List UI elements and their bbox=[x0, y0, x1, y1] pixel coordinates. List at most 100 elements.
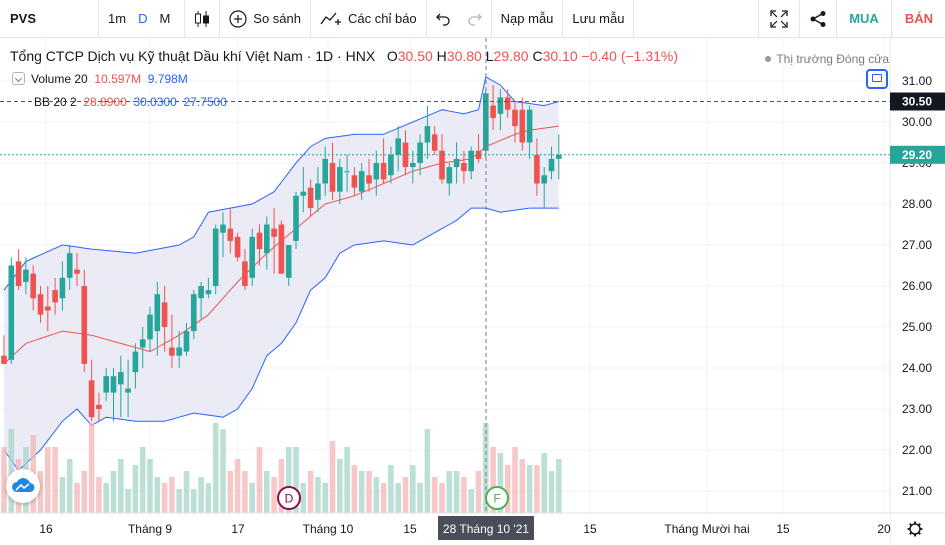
redo-button[interactable] bbox=[459, 0, 491, 38]
price-tick-label: 24.00 bbox=[902, 361, 932, 375]
interval-1m-button[interactable]: 1m bbox=[108, 11, 127, 26]
gear-tooth bbox=[909, 523, 913, 527]
volume-bar bbox=[96, 477, 102, 513]
share-button[interactable] bbox=[800, 0, 836, 38]
volume-bar bbox=[278, 459, 285, 513]
volume-bar bbox=[66, 459, 73, 513]
candle-body bbox=[461, 163, 467, 172]
candle-body bbox=[227, 228, 234, 241]
share-icon bbox=[809, 10, 827, 28]
volume-bar bbox=[1, 447, 7, 513]
sell-button[interactable]: BÁN bbox=[904, 11, 933, 26]
volume-bar bbox=[468, 489, 474, 513]
volume-bar bbox=[285, 447, 292, 513]
volume-bar bbox=[249, 483, 255, 513]
candle-body bbox=[161, 302, 168, 327]
candle-body bbox=[183, 331, 190, 352]
candle-body bbox=[315, 183, 321, 200]
candle-body bbox=[556, 154, 562, 159]
time-tick-label: 15 bbox=[583, 522, 597, 536]
volume-bar bbox=[402, 477, 409, 513]
candle-body bbox=[300, 191, 307, 196]
collapse-legend-icon[interactable] bbox=[12, 72, 25, 85]
candle-body bbox=[380, 163, 387, 180]
volume-bar bbox=[410, 465, 416, 513]
symbol-description: Tổng CTCP Dịch vụ Kỹ thuật Dầu khí Việt … bbox=[10, 48, 376, 64]
candle-body bbox=[548, 158, 555, 172]
volume-bar bbox=[373, 477, 380, 513]
volume-bar bbox=[534, 465, 540, 513]
toolbar-divider bbox=[490, 0, 492, 38]
toolbar-divider bbox=[836, 0, 838, 38]
volume-bar bbox=[380, 483, 387, 513]
price-chart[interactable]: DF 31.0030.0029.0028.0027.0026.0025.0024… bbox=[0, 38, 945, 545]
volume-bar bbox=[176, 489, 182, 513]
close-label: C bbox=[532, 48, 543, 64]
candle-body bbox=[526, 109, 533, 143]
candle-body bbox=[139, 339, 146, 348]
time-tick-label: 17 bbox=[231, 522, 245, 536]
bb-upper-value: 30.0300 bbox=[133, 95, 177, 109]
financials-marker: F bbox=[485, 486, 509, 510]
buy-button[interactable]: MUA bbox=[849, 11, 879, 26]
candle-body bbox=[198, 286, 204, 299]
candle-body bbox=[147, 314, 153, 340]
volume-bar bbox=[490, 447, 496, 513]
bollinger-fill bbox=[4, 76, 559, 471]
candle-body bbox=[395, 138, 401, 155]
price-tick-label: 22.00 bbox=[902, 443, 932, 457]
load-template-button[interactable]: Nạp mẫu bbox=[500, 11, 554, 26]
price-tick-label: 25.00 bbox=[902, 320, 932, 334]
price-tick-label: 23.00 bbox=[902, 402, 932, 416]
change-value: −0.40 (−1.31%) bbox=[581, 48, 679, 64]
toolbar-divider bbox=[633, 0, 635, 38]
candle-body bbox=[366, 175, 372, 184]
candle-body bbox=[358, 171, 365, 192]
time-tick-label: Tháng 9 bbox=[128, 522, 172, 536]
volume-legend[interactable]: Volume 20 10.597M 9.798M bbox=[12, 72, 188, 86]
fullscreen-button[interactable] bbox=[759, 0, 799, 38]
bollinger-legend[interactable]: BB 20 2 28.8900 30.0300 27.7500 bbox=[34, 95, 227, 109]
volume-bar bbox=[512, 447, 518, 513]
interval-m-button[interactable]: M bbox=[159, 11, 171, 26]
symbol-search-button[interactable]: PVS bbox=[10, 11, 37, 26]
crosshair-time-bg bbox=[438, 516, 534, 540]
candle-body bbox=[125, 388, 131, 393]
candle-body bbox=[497, 97, 504, 114]
crosshair-price-label: 29.20 bbox=[902, 148, 932, 162]
undo-button[interactable] bbox=[427, 0, 459, 38]
candle-body bbox=[81, 286, 88, 364]
tradingview-logo[interactable] bbox=[6, 469, 40, 503]
settings-gear-icon[interactable] bbox=[907, 521, 923, 537]
candle-body bbox=[132, 351, 139, 373]
candle-body bbox=[176, 347, 182, 356]
time-tick-label: Tháng 10 bbox=[303, 522, 354, 536]
volume-bar bbox=[424, 429, 431, 513]
gear-tooth bbox=[917, 523, 921, 527]
compare-label: So sánh bbox=[253, 11, 301, 26]
candle-body bbox=[103, 376, 109, 393]
dividend-marker: D bbox=[277, 486, 301, 510]
volume-bar bbox=[169, 477, 175, 513]
price-axis-bg bbox=[890, 38, 945, 545]
candle-body bbox=[30, 273, 36, 299]
save-template-button[interactable]: Lưu mẫu bbox=[572, 11, 625, 26]
status-dot-icon bbox=[765, 56, 772, 62]
volume-ma-value: 9.798M bbox=[147, 72, 188, 86]
price-tick-label: 26.00 bbox=[902, 279, 932, 293]
volume-bar bbox=[8, 429, 15, 513]
volume-bar bbox=[103, 483, 109, 513]
candle-body bbox=[322, 158, 328, 184]
interval-d-button[interactable]: D bbox=[138, 11, 148, 26]
volume-bar bbox=[337, 459, 343, 513]
chart-style-button[interactable] bbox=[185, 0, 219, 38]
financials-marker-circle bbox=[485, 486, 509, 510]
compare-button[interactable]: So sánh bbox=[220, 0, 310, 38]
chart-pane[interactable]: DF 31.0030.0029.0028.0027.0026.0025.0024… bbox=[0, 38, 945, 545]
candle-body bbox=[307, 187, 314, 209]
candle-body bbox=[15, 261, 22, 286]
indicators-button[interactable]: Các chỉ báo bbox=[311, 0, 426, 38]
candle-body bbox=[293, 195, 299, 241]
auto-fit-button[interactable] bbox=[866, 69, 888, 89]
candle-body bbox=[110, 376, 117, 393]
